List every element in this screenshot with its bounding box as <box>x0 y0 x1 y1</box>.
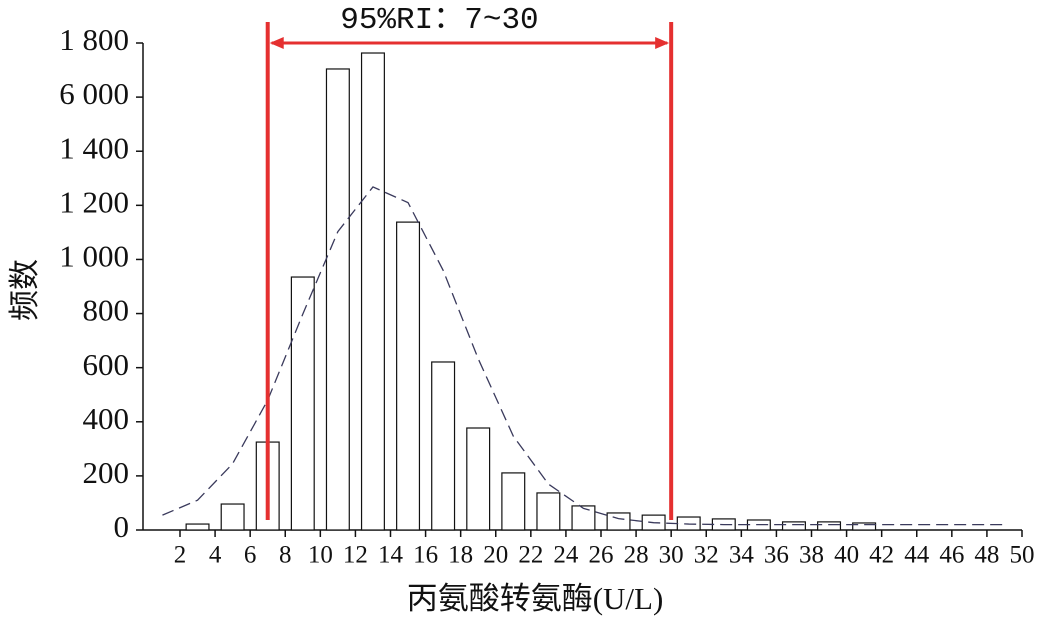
x-tick-label: 22 <box>518 542 543 569</box>
y-tick-label: 1 400 <box>59 130 129 165</box>
x-tick-label: 32 <box>694 542 719 569</box>
normal-curve <box>162 186 1005 526</box>
bar <box>606 512 631 531</box>
bar <box>431 361 456 531</box>
bar <box>817 521 842 531</box>
x-tick-label: 4 <box>209 542 222 569</box>
bar <box>360 52 385 531</box>
bar <box>290 276 315 531</box>
ri-label: 95%RI：7~30 <box>340 3 538 38</box>
x-tick-label: 6 <box>244 542 257 569</box>
y-tick-label: 600 <box>83 347 130 382</box>
x-tick-label: 48 <box>974 542 999 569</box>
bar <box>185 523 210 531</box>
x-tick-label: 36 <box>764 542 789 569</box>
y-tick-label: 6 000 <box>59 76 129 111</box>
x-tick-label: 12 <box>343 542 368 569</box>
x-tick-label: 18 <box>448 542 473 569</box>
x-tick-label: 2 <box>174 542 187 569</box>
arrow-head <box>655 37 670 49</box>
bar <box>501 472 526 531</box>
x-tick-label: 10 <box>308 542 333 569</box>
y-tick-label: 800 <box>83 293 130 328</box>
x-tick-label: 8 <box>279 542 292 569</box>
y-tick-label: 1 000 <box>59 239 129 274</box>
bar <box>396 221 421 531</box>
bar <box>220 503 245 531</box>
x-tick-label: 44 <box>904 542 930 569</box>
bar <box>466 427 491 531</box>
x-tick-label: 24 <box>553 542 579 569</box>
x-tick-label: 16 <box>413 542 438 569</box>
x-tick-label: 50 <box>1010 542 1035 569</box>
arrow-head <box>269 37 284 49</box>
x-tick-label: 20 <box>483 542 508 569</box>
y-tick-label: 1 800 <box>59 22 129 57</box>
bar <box>536 492 561 531</box>
bar <box>781 521 806 531</box>
x-tick-label: 26 <box>589 542 614 569</box>
x-tick-label: 40 <box>834 542 859 569</box>
bar <box>852 522 877 531</box>
y-axis-label: 频数 <box>7 259 42 321</box>
x-tick-label: 14 <box>378 542 404 569</box>
y-tick-label: 200 <box>83 455 130 490</box>
x-tick-label: 38 <box>799 542 824 569</box>
y-tick-label: 400 <box>83 401 130 436</box>
x-tick-label: 28 <box>624 542 649 569</box>
bar <box>571 505 596 531</box>
y-tick-label: 1 200 <box>59 184 129 219</box>
x-tick-label: 42 <box>869 542 894 569</box>
x-tick-label: 34 <box>729 542 755 569</box>
y-tick-label: 0 <box>114 509 130 544</box>
x-tick-label: 46 <box>939 542 964 569</box>
x-tick-label: 30 <box>659 542 684 569</box>
x-axis-label: 丙氨酸转氨酶(U/L) <box>407 581 664 616</box>
bar <box>325 68 350 531</box>
